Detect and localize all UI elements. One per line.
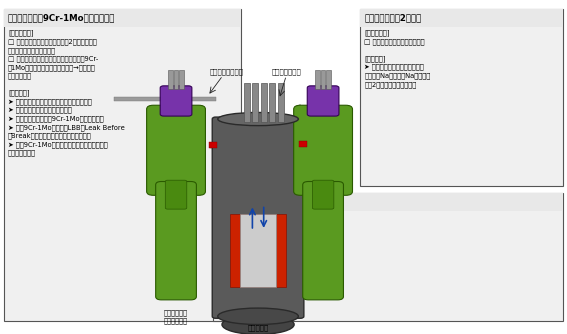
Bar	[174, 70, 178, 90]
Text: ポンプ組込型
中間熱交換器: ポンプ組込型 中間熱交換器	[164, 310, 188, 324]
Bar	[299, 141, 307, 147]
FancyArrow shape	[114, 97, 215, 101]
Ellipse shape	[218, 308, 298, 325]
Text: 原子炉容器: 原子炉容器	[247, 325, 269, 331]
FancyBboxPatch shape	[307, 86, 339, 116]
FancyBboxPatch shape	[294, 105, 353, 195]
Text: [技術の概要]
□ 大口径の磁性材配管、且つ短い直管部長さに適合する
　安全保護系流量計測システム

[評価課題]
➤ 検出感度（直線性、出力信号変動率）及び応: [技術の概要] □ 大口径の磁性材配管、且つ短い直管部長さに適合する 安全保護系…	[217, 214, 322, 272]
FancyBboxPatch shape	[303, 181, 344, 300]
FancyBboxPatch shape	[230, 214, 286, 287]
Bar	[3, 9, 241, 27]
FancyBboxPatch shape	[166, 180, 187, 209]
Bar	[209, 142, 217, 148]
FancyArrow shape	[306, 143, 307, 148]
FancyBboxPatch shape	[147, 105, 205, 195]
Text: 革新技術：超音波式ナトリウム流量計測システム: 革新技術：超音波式ナトリウム流量計測システム	[217, 197, 330, 206]
Bar	[261, 83, 266, 122]
Bar	[321, 70, 325, 90]
FancyBboxPatch shape	[212, 117, 304, 318]
Bar	[213, 193, 564, 321]
FancyBboxPatch shape	[312, 180, 334, 209]
Bar	[252, 83, 258, 122]
Bar	[315, 70, 320, 90]
FancyBboxPatch shape	[240, 214, 276, 287]
Text: コールドレグ配管: コールドレグ配管	[210, 68, 244, 75]
Text: 革新技術：配管2重構造: 革新技術：配管2重構造	[365, 13, 422, 22]
Bar	[213, 193, 564, 211]
FancyBboxPatch shape	[156, 181, 196, 300]
Text: [技術の概要]
□ 大口径・高流速配管を用いて2ループ化し、
　プラントをコンパクト化
□ 熱膨張率が低く、高温強度の高い改良9Cr-
　1Mo鋼の採用により、: [技術の概要] □ 大口径・高流速配管を用いて2ループ化し、 プラントをコンパク…	[8, 30, 125, 156]
Bar	[327, 70, 331, 90]
Text: [技術の概要]
□ ナトリウム漏えい対策の強化

[評価課題]
➤ 連続漏えい監視設備（レーザ
　励起式Na検出計、Na液位計）
　の2重配管構造への適用性: [技術の概要] □ ナトリウム漏えい対策の強化 [評価課題] ➤ 連続漏えい監視…	[365, 30, 430, 88]
Bar	[269, 83, 275, 122]
FancyArrow shape	[210, 143, 266, 148]
Bar	[179, 70, 184, 90]
Ellipse shape	[222, 315, 294, 334]
Text: 革新技術：改良9Cr-1Mo鋼大口径配管: 革新技術：改良9Cr-1Mo鋼大口径配管	[8, 13, 116, 22]
Ellipse shape	[218, 113, 298, 126]
Bar	[168, 70, 172, 90]
Bar	[360, 9, 564, 186]
Text: ホットレグ配管: ホットレグ配管	[272, 68, 301, 75]
Bar	[360, 9, 564, 27]
FancyBboxPatch shape	[160, 86, 192, 116]
Bar	[244, 83, 249, 122]
Bar	[278, 83, 284, 122]
Bar	[3, 9, 241, 321]
